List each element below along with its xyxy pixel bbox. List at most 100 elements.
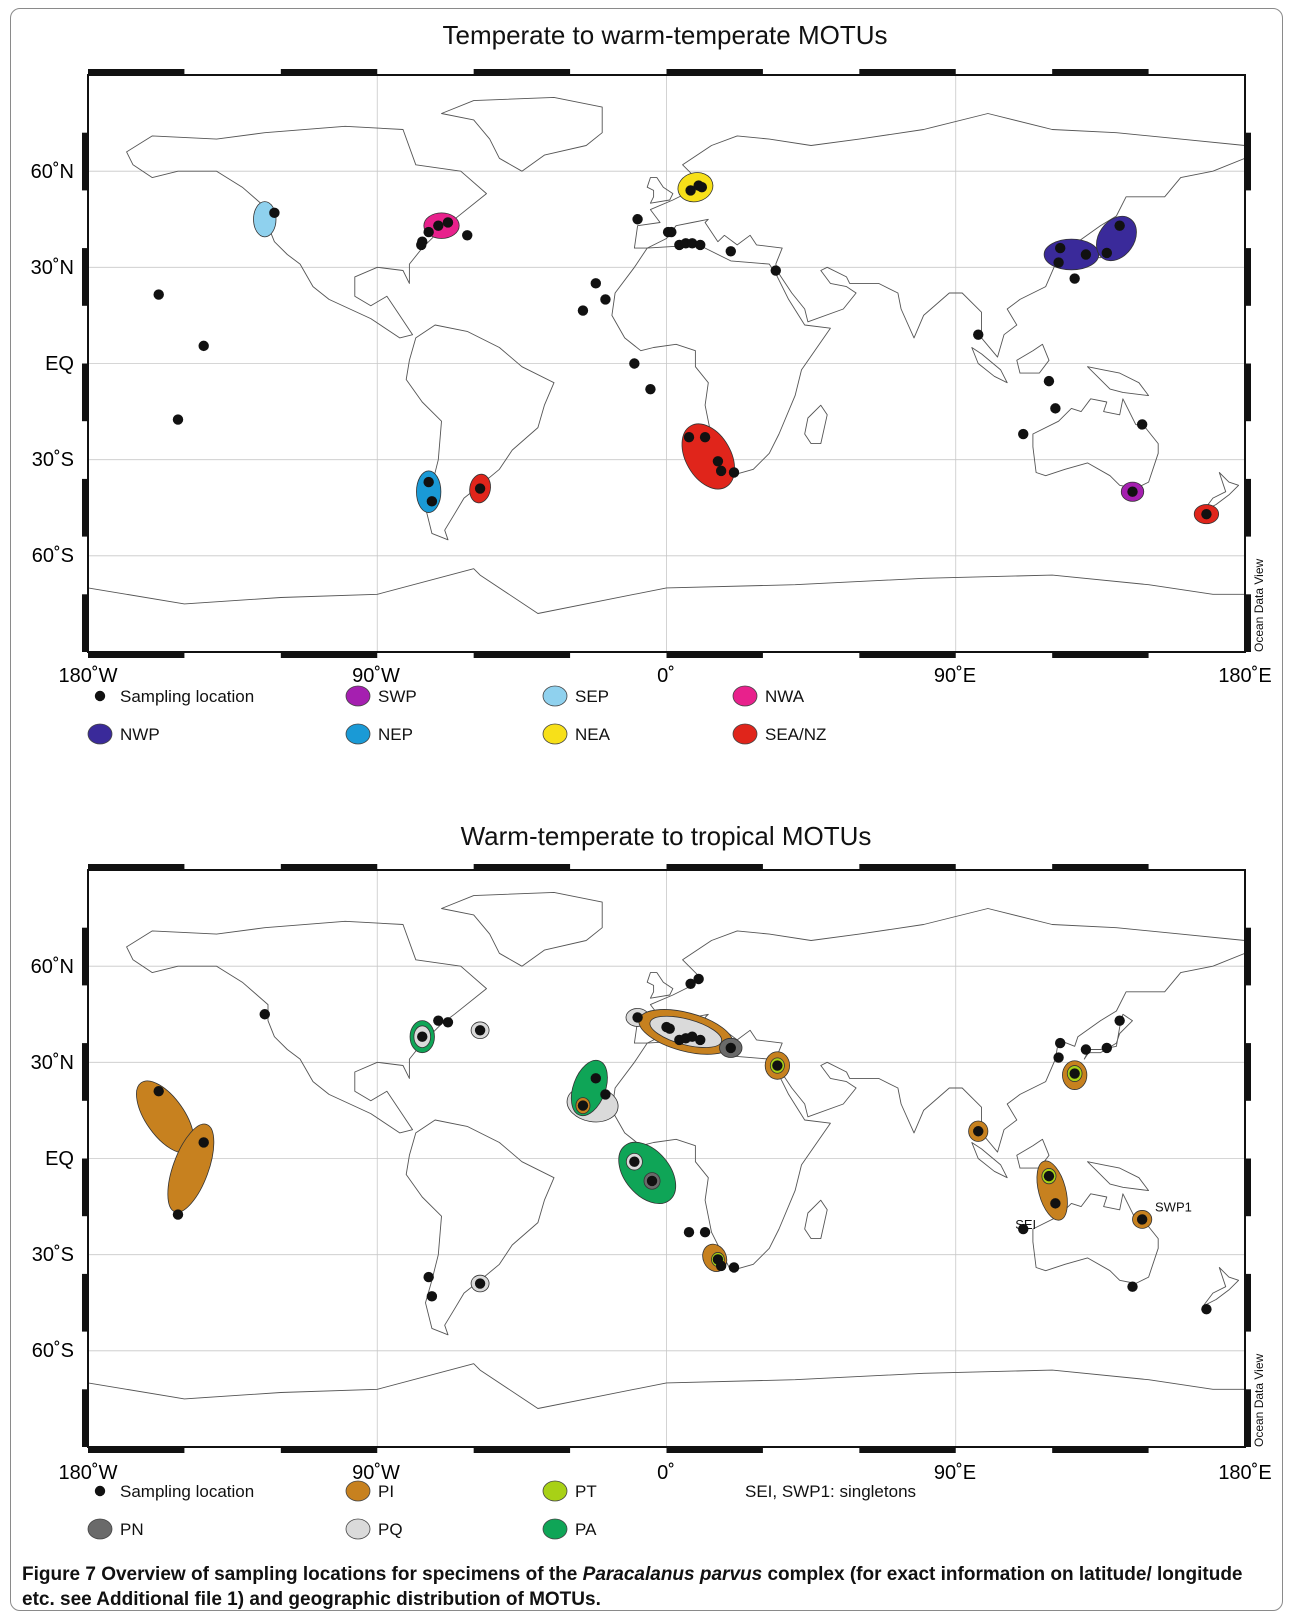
sampling-location-dot: [728, 1262, 740, 1273]
frame-tick-bar: [666, 652, 763, 658]
legend-label: SWP: [378, 687, 417, 706]
caption-text-1: Overview of sampling locations for speci…: [101, 1564, 583, 1585]
legend-item: Sampling location: [94, 1482, 254, 1501]
sampling-location-dot: [629, 358, 640, 369]
legend-label: NWP: [120, 725, 160, 744]
sampling-location-dot: [577, 1100, 589, 1111]
frame-tick-bar: [1052, 652, 1149, 658]
lat-tick-label: 30˚N: [31, 257, 74, 279]
landmass-newZealand: [1202, 1267, 1240, 1307]
map-title: Temperate to warm-temperate MOTUs: [442, 20, 887, 50]
sampling-location-dot: [172, 1209, 184, 1220]
landmass-japan: [1083, 1013, 1133, 1060]
motu-ranges: [136, 1008, 1153, 1293]
frame-tick-bar: [1052, 1447, 1149, 1453]
frame-tick-bar: [473, 1447, 571, 1453]
sampling-location-dot: [433, 1015, 444, 1026]
caption-label: Figure 7: [22, 1564, 96, 1585]
figure-frame: [10, 8, 1283, 1611]
frame-tick-bar: [82, 363, 88, 422]
sampling-location-dot: [973, 1126, 984, 1137]
longitude-tick-labels: 180˚W 90˚W 0˚ 90˚E 180˚E: [59, 665, 1272, 687]
sampling-location-dot: [1114, 1015, 1125, 1026]
sampling-location-dot: [695, 1034, 706, 1046]
legend: Sampling location PI PT SEI, SWP1: singleto…: [87, 1480, 916, 1540]
frame-tick-bar: [280, 69, 378, 75]
frame-tick-bar: [88, 864, 185, 870]
landmass-africa: [611, 244, 831, 477]
landmass-indonesia2: [1016, 343, 1050, 374]
legend-swatch: [87, 1518, 113, 1540]
watermark: Ocean Data View: [1252, 1354, 1266, 1447]
sampling-location-dot: [1136, 1214, 1148, 1225]
legend-item: PQ: [345, 1518, 403, 1540]
sampling-location-dot: [417, 1031, 428, 1042]
legend-label: NEP: [378, 725, 413, 744]
sampling-location-dot: [153, 1085, 164, 1097]
motu-sep: [253, 201, 277, 238]
map-temperate: Temperate to warm-temperate MOTUs 180˚W …: [31, 20, 1272, 745]
frame-tick-bar: [280, 1447, 378, 1453]
sampling-location-dot: [577, 305, 589, 316]
sampling-location-dot: [770, 265, 781, 276]
landmass-uk: [646, 177, 674, 204]
sampling-location-dot: [699, 432, 711, 443]
longitude-tick-labels: 180˚W 90˚W 0˚ 90˚E 180˚E: [59, 1462, 1272, 1484]
sampling-location-dot: [1080, 1044, 1092, 1055]
caption-text-2: complex (for exact information on latitu…: [22, 1564, 1243, 1610]
legend: Sampling location SWP SEP NWA NWP NEP NEA SEA/N…: [87, 685, 826, 745]
legend-item: PI: [345, 1480, 394, 1502]
sampling-location-dot: [198, 340, 209, 352]
sampling-location-dot: [664, 1023, 675, 1034]
lon-tick-label: 90˚E: [934, 1462, 976, 1484]
sampling-location-dot: [474, 1278, 486, 1289]
sampling-location-dot: [1053, 1052, 1064, 1063]
sampling-location-dot: [259, 1009, 270, 1020]
landmass-newZealand: [1202, 472, 1240, 512]
lat-tick-label: 60˚N: [31, 956, 74, 978]
landmass-eurasia: [633, 113, 1245, 358]
sampling-location-dot: [442, 217, 454, 228]
legend-swatch: [345, 723, 371, 745]
landmass-indonesia1: [971, 1142, 1008, 1179]
sampling-location-dot: [426, 496, 438, 507]
frame-tick-bar: [1245, 1158, 1251, 1217]
sampling-location-dot: [725, 1042, 736, 1054]
legend-label: Sampling location: [120, 1482, 254, 1501]
landmass-indonesia2: [1016, 1138, 1050, 1169]
legend-dot-swatch: [94, 690, 106, 702]
frame-tick-bar: [82, 1158, 88, 1217]
sampling-location-dot: [433, 220, 444, 231]
sampling-location-dot: [687, 238, 698, 249]
legend-item: NEP: [345, 723, 413, 745]
legend-item: NWA: [732, 685, 805, 707]
frame-tick-bar: [1052, 864, 1149, 870]
legend-swatch: [542, 685, 568, 707]
map-frame: [82, 69, 1251, 658]
frame-tick-bar: [280, 652, 378, 658]
landmass-madagascar: [804, 404, 828, 445]
frame-tick-bar: [1245, 363, 1251, 422]
lon-tick-label: 0˚: [657, 1462, 675, 1484]
sampling-location-dot: [590, 278, 601, 289]
lon-tick-label: 180˚E: [1218, 1462, 1271, 1484]
map-title: Warm-temperate to tropical MOTUs: [461, 821, 872, 851]
sampling-location-dot: [1127, 1281, 1138, 1292]
frame-tick-bar: [82, 478, 88, 537]
sampling-location-dot: [423, 1271, 434, 1283]
sampling-location-dot: [683, 1227, 695, 1238]
legend-swatch: [542, 1518, 568, 1540]
lat-tick-label: EQ: [45, 353, 74, 375]
frame-tick-bar: [88, 1447, 185, 1453]
landmass-northAmerica: [126, 920, 487, 1134]
legend-item: PN: [87, 1518, 144, 1540]
sampling-location-dot: [1050, 1198, 1061, 1209]
frame-tick-bar: [1245, 132, 1251, 191]
sampling-location-dot: [416, 239, 427, 251]
map-area: SEI SWP1: [88, 870, 1245, 1447]
legend-swatch: [345, 1518, 371, 1540]
legend-swatch: [542, 723, 568, 745]
sampling-location-dot: [666, 226, 677, 238]
sampling-location-dot: [629, 1156, 640, 1167]
sampling-location-dot: [687, 1031, 698, 1042]
